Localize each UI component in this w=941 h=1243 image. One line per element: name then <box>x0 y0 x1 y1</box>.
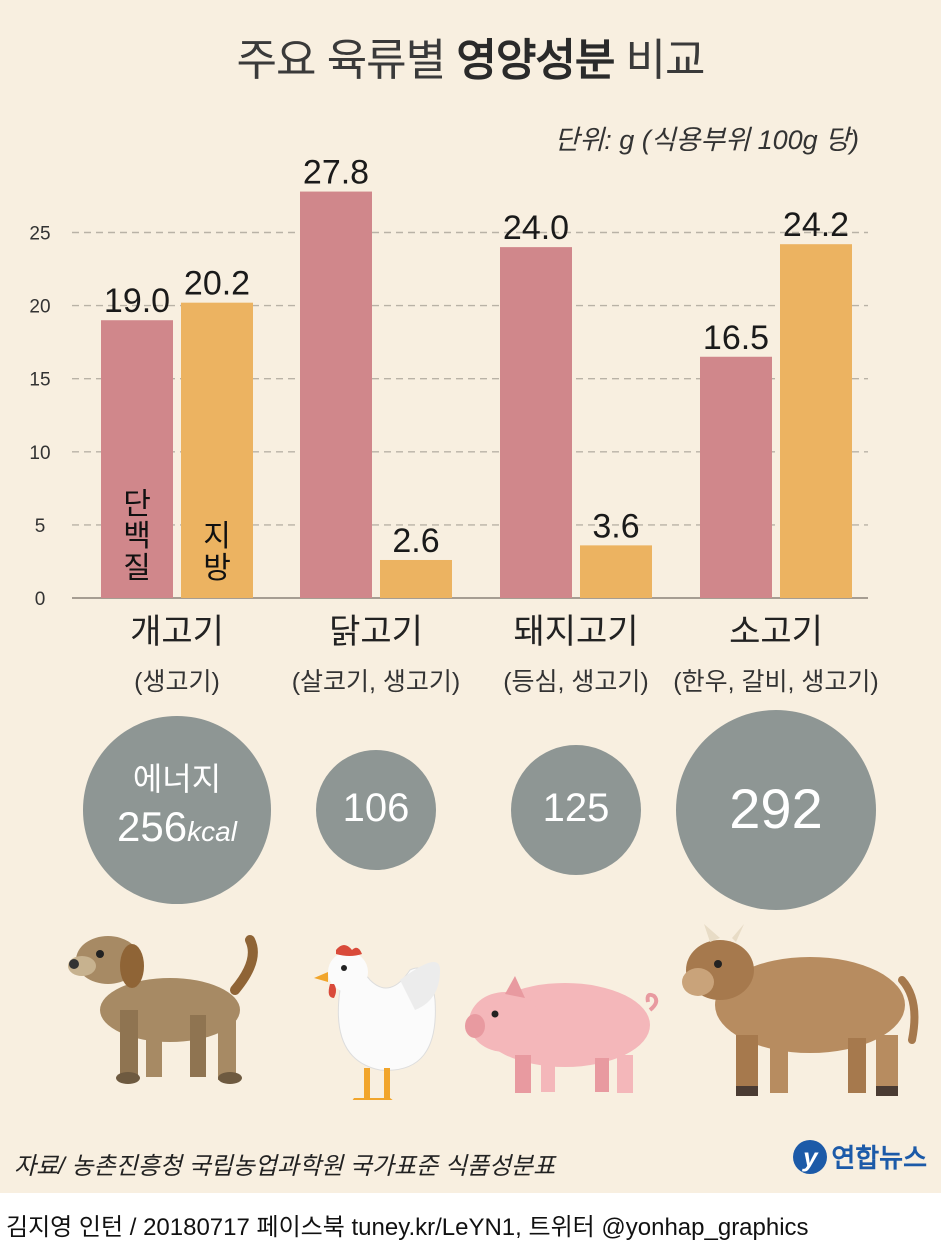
yonhap-logo: y 연합뉴스 <box>793 1138 927 1175</box>
bar-chart: 0 5 10 15 20 25 19.0 27.8 24.0 16.5 20.2 2.6 3.6 24.2… <box>29 154 868 610</box>
legend-label-fat: 지 <box>203 520 231 553</box>
title-bold: 영양성분 <box>456 36 615 85</box>
energy-label: 에너지 <box>132 760 222 797</box>
category-label: 닭고기 <box>329 613 423 651</box>
energy-bubble: 에너지 256kcal <box>83 716 271 904</box>
bar-value-label: 19.0 <box>104 282 170 320</box>
logo-mark-icon: y <box>793 1139 828 1174</box>
y-tick-label: 20 <box>29 297 50 318</box>
category-label: 개고기 <box>130 613 224 651</box>
logo-text: 연합뉴스 <box>831 1143 927 1173</box>
y-tick-label: 15 <box>29 370 50 391</box>
chicken-icon <box>314 945 440 1100</box>
category-label: 소고기 <box>729 613 823 651</box>
bar-fat <box>780 244 852 599</box>
pig-icon <box>465 976 659 1093</box>
category-sublabel: (생고기) <box>134 668 220 696</box>
energy-value: 292 <box>729 777 823 841</box>
infographic-canvas: 주요 육류별 영양성분 비교 단위: g (식용부위 100g 당) 0 5 10 1… <box>0 0 941 1193</box>
credit-line: 김지영 인턴 / 20180717 페이스북 tuney.kr/LeYN1, 트… <box>6 1214 809 1241</box>
bar-value-label: 24.0 <box>503 209 569 247</box>
bar-value-label: 24.2 <box>783 206 849 244</box>
energy-bubble: 125 <box>510 744 642 876</box>
legend-label-fat: 방 <box>203 552 231 585</box>
unit-note: 단위: g (식용부위 100g 당) <box>554 125 859 155</box>
animal-illustrations <box>68 924 919 1100</box>
source-note: 자료/ 농촌진흥청 국립농업과학원 국가표준 식품성분표 <box>14 1153 556 1180</box>
category-sublabel: (살코기, 생고기) <box>291 668 461 696</box>
bar-protein <box>300 191 372 598</box>
bar-value-label: 16.5 <box>703 319 769 357</box>
bar-value-label: 20.2 <box>184 265 250 303</box>
bar-value-label: 2.6 <box>392 522 439 560</box>
bar-protein <box>500 247 572 598</box>
bar-fat <box>380 559 452 598</box>
energy-unit: kcal <box>187 815 237 847</box>
bar-protein <box>101 320 173 598</box>
cow-icon <box>682 924 919 1096</box>
energy-value: 256kcal <box>83 803 270 851</box>
category-sublabel: (한우, 갈비, 생고기) <box>673 668 879 696</box>
y-tick-label: 0 <box>35 589 46 610</box>
page-title: 주요 육류별 영양성분 비교 <box>0 24 941 88</box>
energy-bubble: 292 <box>676 710 876 910</box>
y-tick-label: 25 <box>29 224 50 245</box>
bar-fat <box>181 302 253 598</box>
bar-fat <box>580 545 652 598</box>
dog-icon <box>68 935 258 1084</box>
category-sublabel: (등심, 생고기) <box>503 668 649 696</box>
title-part: 주요 육류별 <box>236 36 457 85</box>
y-tick-label: 10 <box>29 443 50 464</box>
legend-label-protein: 질 <box>123 552 151 585</box>
energy-bubble: 106 <box>315 749 437 871</box>
legend-label-protein: 단 <box>123 488 151 521</box>
energy-value: 106 <box>342 785 410 830</box>
title-part: 비교 <box>614 36 706 85</box>
y-tick-label: 5 <box>35 516 46 537</box>
energy-value: 125 <box>542 785 610 830</box>
bar-value-label: 27.8 <box>303 154 369 192</box>
bar-value-label: 3.6 <box>592 507 639 545</box>
energy-number: 256 <box>117 802 188 850</box>
legend-label-protein: 백 <box>123 520 151 553</box>
bar-protein <box>700 356 772 598</box>
category-label: 돼지고기 <box>513 613 639 651</box>
